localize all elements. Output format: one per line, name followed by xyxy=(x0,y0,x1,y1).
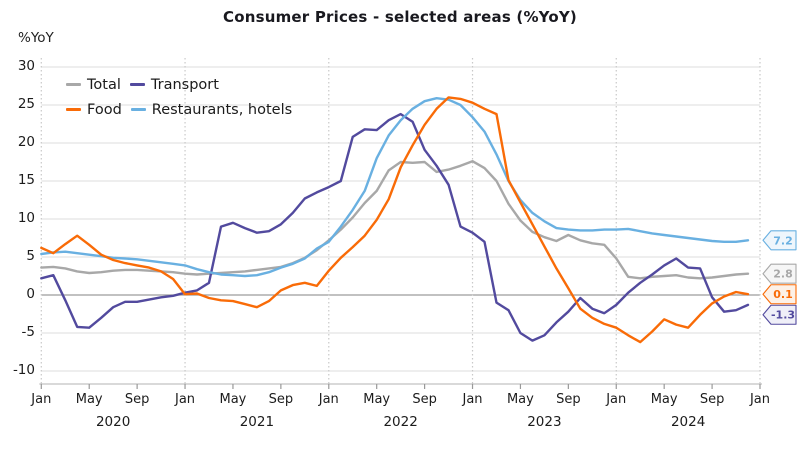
x-tick-label-2022-May: May xyxy=(363,392,391,407)
end-callout-transport xyxy=(762,304,797,325)
end-callout-value-transport: -1.3 xyxy=(771,309,795,322)
y-tick-label--10: -10 xyxy=(12,362,35,378)
year-label-2022: 2022 xyxy=(383,414,418,430)
x-tick-label-2020-Jan: Jan xyxy=(31,392,52,407)
total-line-swatch-icon xyxy=(66,83,81,86)
series-line-restaurants-hotels xyxy=(40,96,750,278)
y-tick-label--5: -5 xyxy=(21,324,35,340)
chart-title: Consumer Prices - selected areas (%YoY) xyxy=(223,8,577,26)
x-tick-label-2024-Jan: Jan xyxy=(606,392,627,407)
x-tick-label-2022-Sep: Sep xyxy=(412,392,437,407)
transport-line-swatch-icon xyxy=(129,83,145,86)
y-tick-label-25: 25 xyxy=(17,96,35,112)
x-tick-label-2023-May: May xyxy=(506,392,534,407)
year-label-2023: 2023 xyxy=(527,414,562,430)
legend-row-2: Food Restaurants, hotels xyxy=(66,97,301,122)
y-tick-label-0: 0 xyxy=(26,286,35,302)
x-tick-label-2024-May: May xyxy=(650,392,678,407)
end-callout-value-food: 0.1 xyxy=(773,288,793,301)
legend-row-1: Total Transport xyxy=(66,72,301,97)
restaurants-line-swatch-icon xyxy=(130,108,146,111)
x-tick-label-2024-Sep: Sep xyxy=(699,392,725,407)
y-tick-label-5: 5 xyxy=(26,248,35,264)
legend-label-total: Total xyxy=(87,76,121,93)
series-line-transport xyxy=(40,112,750,342)
year-label-2020: 2020 xyxy=(95,414,131,430)
x-tick-label-2020-May: May xyxy=(75,392,103,407)
x-tick-label-2023-Sep: Sep xyxy=(556,392,581,407)
series-line-food xyxy=(40,96,750,344)
legend-item-restaurants: Restaurants, hotels xyxy=(130,101,293,118)
legend-label-food: Food xyxy=(87,101,122,118)
x-tick-label-final-jan: Jan xyxy=(749,392,771,407)
y-tick-label-20: 20 xyxy=(17,134,35,150)
end-callout-food xyxy=(762,284,797,305)
legend-item-total: Total xyxy=(66,77,121,93)
end-callout-restaurants-hotels xyxy=(762,230,797,251)
food-line-swatch-icon xyxy=(66,108,81,111)
x-tick-label-2021-Sep: Sep xyxy=(268,392,294,407)
x-tick-label-2021-May: May xyxy=(219,392,247,407)
x-tick-label-2023-Jan: Jan xyxy=(462,392,483,407)
year-label-2024: 2024 xyxy=(670,414,706,430)
year-label-2021: 2021 xyxy=(239,414,275,430)
legend-label-transport: Transport xyxy=(150,76,219,93)
end-callout-value-restaurants-hotels: 7.2 xyxy=(773,234,793,247)
legend-item-transport: Transport xyxy=(129,76,219,93)
legend-item-food: Food xyxy=(66,102,122,118)
x-tick-label-2020-Sep: Sep xyxy=(124,392,150,407)
legend-label-restaurants: Restaurants, hotels xyxy=(151,101,293,118)
x-tick-label-2021-Jan: Jan xyxy=(175,392,196,407)
y-axis-unit-label: %YoY xyxy=(18,30,54,46)
legend: Total Transport Food Restaurants, hotels xyxy=(66,72,301,122)
end-callout-value-total: 2.8 xyxy=(773,268,793,281)
end-callout-total xyxy=(762,263,797,284)
y-tick-label-10: 10 xyxy=(17,210,35,226)
y-tick-label-30: 30 xyxy=(17,58,35,74)
y-tick-label-15: 15 xyxy=(17,172,35,188)
x-tick-label-2022-Jan: Jan xyxy=(318,392,339,407)
